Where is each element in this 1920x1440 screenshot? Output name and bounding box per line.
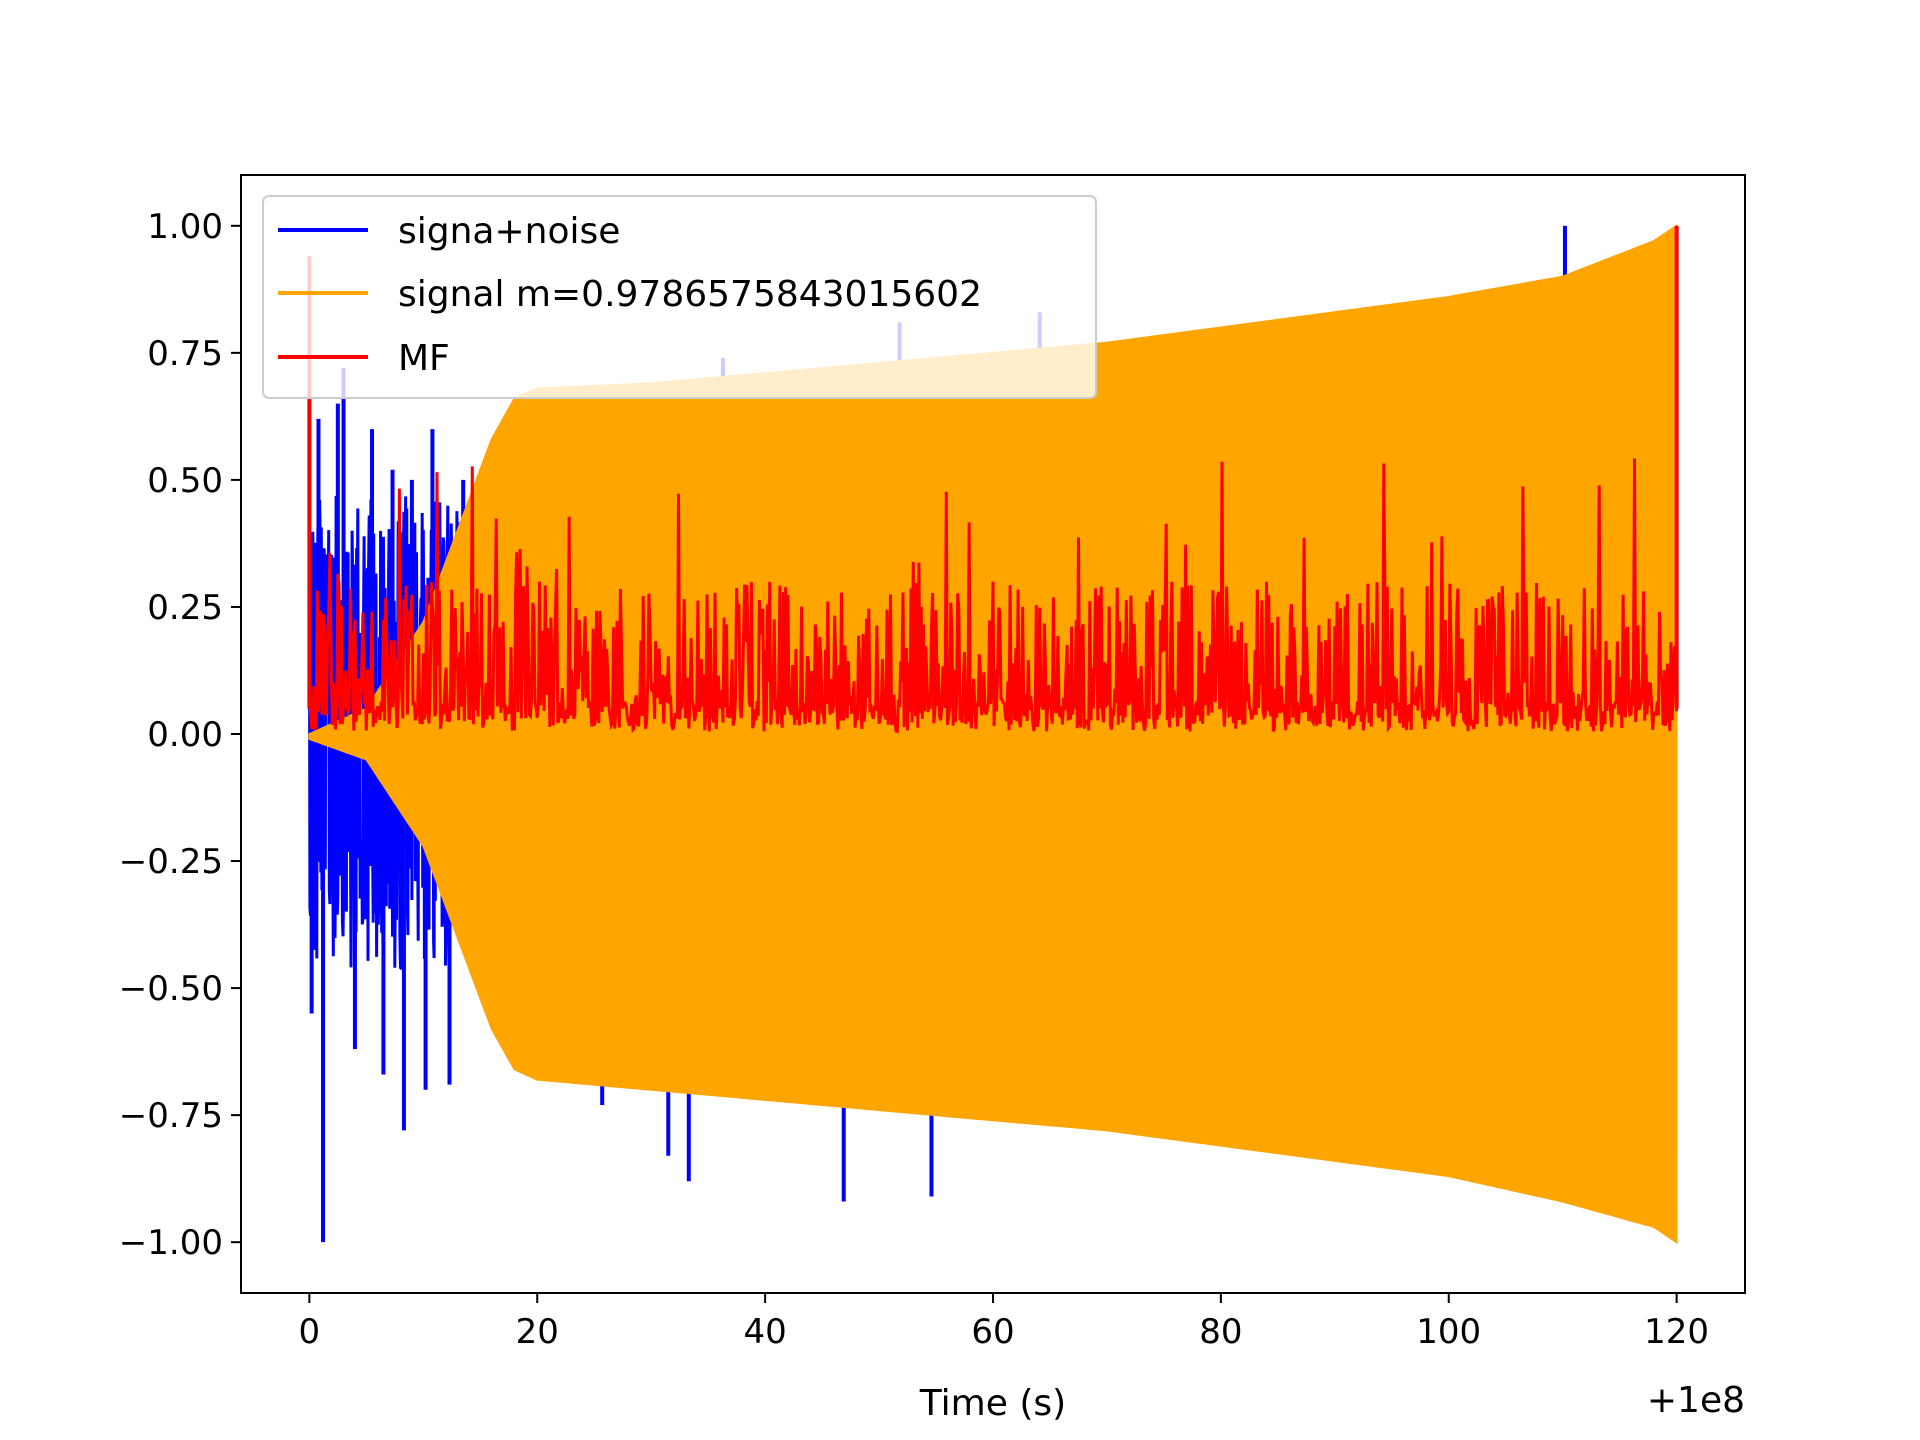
y-tick-label: −1.00 [119,1223,223,1263]
y-tick-label: 1.00 [147,207,223,247]
legend-label-signal: signal m=0.9786575843015602 [398,274,982,315]
series-line-mf [307,458,1679,734]
x-tick-label: 80 [1199,1312,1242,1352]
series-line-signal [308,226,1678,1235]
legend: signa+noise signal m=0.9786575843015602 … [262,195,1097,399]
x-tick-label: 100 [1416,1312,1481,1352]
y-tick-label: −0.50 [119,969,223,1009]
plot-area [307,223,1679,1245]
x-tick-label: 40 [743,1312,786,1352]
y-tick-label: 0.50 [147,461,223,501]
y-tick-label: −0.75 [119,1096,223,1136]
y-tick-label: 0.00 [147,715,223,755]
y-axis: 1.00 0.75 0.50 0.25 0.00 −0.25 −0.50 −0.75 −1.00 [119,207,241,1263]
y-tick-label: 0.25 [147,588,223,628]
x-tick-label: 60 [971,1312,1014,1352]
x-offset-label: +1e8 [1647,1380,1745,1421]
y-tick-label: 0.75 [147,334,223,374]
x-tick-label: 0 [299,1312,321,1352]
x-tick-label: 120 [1644,1312,1709,1352]
legend-box [262,195,1097,399]
x-axis: 0 20 40 60 80 100 120 [299,1293,1709,1352]
legend-label-signal-noise: signa+noise [398,211,620,252]
legend-label-mf: MF [398,338,450,379]
x-tick-label: 20 [516,1312,559,1352]
x-axis-label: Time (s) [919,1383,1066,1424]
y-tick-label: −0.25 [119,842,223,882]
